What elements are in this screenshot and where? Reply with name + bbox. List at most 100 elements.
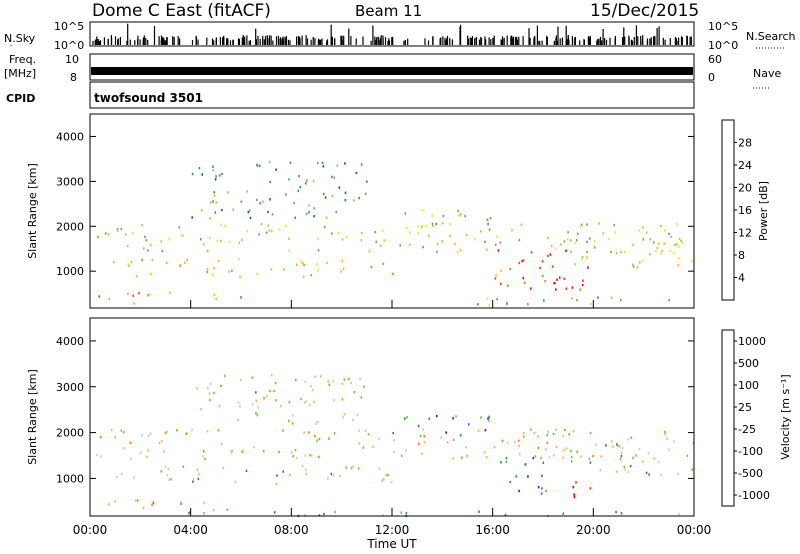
noise-bar	[179, 38, 181, 45]
x-tick-label: 04:00	[173, 523, 208, 537]
radar-cell	[627, 438, 629, 441]
radar-cell	[409, 231, 411, 234]
radar-cell	[304, 380, 307, 383]
noise-bar	[272, 40, 274, 45]
noise-bar	[277, 35, 280, 45]
noise-bar	[640, 36, 642, 45]
radar-cell	[505, 460, 507, 463]
radar-cell	[287, 419, 290, 423]
noise-bar	[609, 37, 611, 45]
radar-cell	[590, 302, 592, 306]
noise-bar	[387, 40, 389, 45]
radar-cell	[645, 471, 648, 475]
radar-cell	[255, 412, 257, 415]
radar-cell	[122, 431, 125, 434]
colorbar-tick-label: 1000	[738, 335, 766, 348]
colorbar-tick-label: 4	[738, 272, 745, 285]
colorbar-tick-label: 100	[738, 379, 759, 392]
radar-cell	[579, 225, 582, 228]
radar-cell	[316, 420, 319, 424]
radar-cell	[484, 429, 487, 432]
noise-bar	[296, 36, 298, 45]
radar-cell	[504, 513, 507, 517]
radar-cell	[565, 447, 568, 450]
radar-cell	[431, 222, 434, 225]
radar-cell	[638, 261, 641, 264]
radar-cell	[305, 182, 307, 185]
freq-strip-frame	[89, 53, 695, 81]
radar-cell	[130, 260, 133, 264]
radar-cell	[198, 473, 200, 476]
noise-bar	[424, 38, 426, 45]
radar-cell	[442, 214, 445, 218]
radar-cell	[452, 438, 455, 441]
radar-cell	[120, 429, 123, 432]
radar-cell	[303, 263, 305, 267]
radar-cell	[180, 234, 183, 237]
noise-bar	[319, 39, 321, 45]
radar-cell	[294, 216, 296, 219]
radar-cell	[204, 457, 206, 461]
radar-cell	[642, 226, 644, 229]
radar-cell	[212, 165, 214, 168]
radar-cell	[128, 264, 130, 267]
radar-cell	[341, 259, 344, 263]
radar-cell	[180, 500, 182, 504]
radar-cell	[178, 226, 181, 229]
radar-cell	[160, 470, 163, 473]
radar-cell	[362, 446, 365, 449]
noise-bar	[637, 36, 639, 45]
colorbar-tick-label: -1000	[738, 489, 770, 502]
radar-cell	[217, 259, 220, 263]
radar-cell	[527, 475, 529, 478]
y-tick-label: 3000	[56, 381, 84, 394]
noise-bar	[444, 38, 446, 45]
radar-cell	[480, 416, 482, 419]
radar-cell	[479, 230, 482, 233]
x-tick-label: 08:00	[274, 523, 309, 537]
radar-cell	[436, 250, 438, 253]
radar-cell	[600, 455, 603, 458]
noise-bar	[94, 40, 96, 45]
radar-cell	[629, 464, 632, 468]
noise-bar	[631, 40, 634, 45]
radar-cell	[285, 193, 287, 196]
radar-cell	[160, 240, 163, 243]
radar-cell	[228, 240, 231, 243]
noise-bar	[596, 40, 598, 45]
radar-cell	[344, 199, 347, 202]
radar-cell	[212, 168, 215, 172]
radar-cell	[574, 263, 577, 266]
radar-cell	[179, 264, 181, 267]
radar-cell	[330, 472, 333, 476]
noise-bar	[602, 28, 604, 45]
radar-cell	[499, 241, 502, 244]
radar-cell	[315, 422, 317, 425]
cpid-label: CPID	[6, 92, 35, 105]
radar-cell	[333, 176, 335, 179]
radar-cell	[312, 179, 315, 183]
radar-cell	[151, 258, 154, 262]
radar-cell	[576, 450, 578, 453]
radar-cell	[188, 512, 190, 515]
noise-bar	[382, 38, 384, 45]
radar-cell	[258, 233, 260, 236]
radar-cell	[555, 445, 558, 449]
radar-cell	[652, 241, 655, 244]
radar-cell	[360, 163, 363, 166]
noise-bar	[561, 38, 563, 45]
radar-cell	[269, 180, 271, 184]
radar-cell	[556, 278, 558, 281]
noise-bar	[541, 40, 543, 45]
noise-bar	[355, 38, 357, 45]
radar-cell	[269, 198, 271, 201]
radar-cell	[540, 456, 542, 460]
radar-cell	[197, 477, 200, 481]
freq-tick-top: 10	[65, 53, 79, 66]
noise-bar	[646, 40, 648, 45]
noise-bar	[599, 39, 601, 45]
noise-bar	[114, 36, 117, 45]
radar-cell	[598, 222, 600, 225]
noise-bar	[259, 38, 261, 45]
radar-cell	[268, 161, 271, 164]
